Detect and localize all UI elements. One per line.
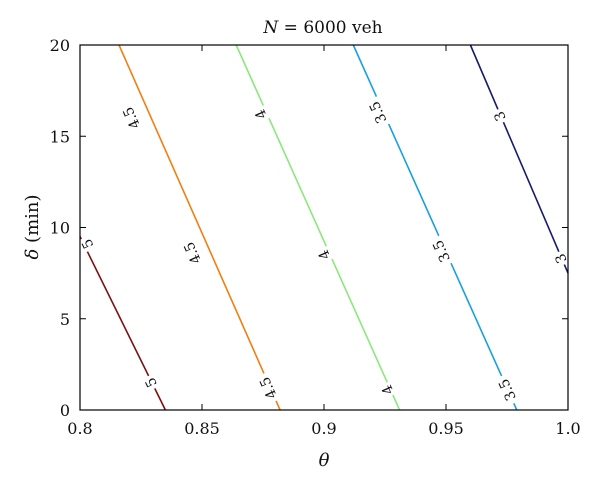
plot-frame: [79, 44, 569, 411]
contour-line-4-5: [118, 44, 281, 411]
contour-label-background: [250, 104, 271, 125]
contour-label-3-1: 3: [550, 248, 571, 269]
y-axis-label-symbol: δ: [22, 249, 43, 260]
x-tick-label: 0.8: [67, 419, 92, 438]
x-tick-label: 1.0: [555, 419, 580, 438]
contour-label-5-0: 5: [77, 234, 98, 254]
x-tick-label: 0.95: [428, 419, 464, 438]
contour-label-3-0: 3: [489, 106, 510, 126]
x-axis-label: θ: [319, 450, 330, 471]
contour-label-background: [313, 245, 335, 265]
contour-label-background: [364, 95, 392, 130]
contour-label-4-5-0: 4.5: [117, 101, 145, 135]
chart-title-variable: N: [262, 18, 279, 38]
contour-label-3-5-2: 3.5: [493, 372, 521, 407]
chart-title-value: = 6000 veh: [278, 18, 382, 38]
contour-label-background: [493, 372, 521, 407]
contour-label-background: [254, 371, 282, 406]
contour-label-background: [77, 234, 98, 254]
contour-label-background: [489, 106, 510, 126]
y-tick-label: 10: [50, 219, 70, 238]
contour-label-background: [550, 248, 571, 269]
plot-area: 5 5 4.5 4.5 4.5 4 4 4 3.5 3.5 3.5 3 3: [77, 44, 571, 411]
chart-title: N = 6000 veh: [262, 18, 382, 38]
contour-label-4-1: 4: [313, 245, 335, 265]
contour-label-3-5-1: 3.5: [427, 234, 455, 269]
x-axis: 0.8 0.85 0.9 0.95 1.0: [67, 45, 581, 438]
contour-line-3: [469, 44, 569, 274]
contour-label-background: [140, 372, 162, 393]
contour-label-5-1: 5: [140, 372, 162, 393]
y-tick-label: 20: [50, 36, 70, 55]
contour-label-4-5-2: 4.5: [254, 371, 282, 406]
contour-label-4-0: 4: [250, 104, 271, 125]
contour-label-4-5-1: 4.5: [178, 236, 206, 271]
y-axis-label-unit: (min): [22, 194, 43, 248]
contour-label-background: [427, 234, 455, 269]
y-tick-label: 0: [60, 401, 70, 420]
y-tick-label: 15: [50, 127, 70, 146]
contour-label-4-2: 4: [377, 380, 398, 400]
contour-label-3-5-0: 3.5: [364, 95, 392, 130]
contour-label-background: [178, 236, 206, 271]
contour-label-background: [117, 101, 145, 135]
y-axis: 0 5 10 15 20: [50, 36, 568, 420]
x-tick-label: 0.85: [184, 419, 220, 438]
contour-label-background: [377, 380, 398, 400]
x-tick-label: 0.9: [311, 419, 336, 438]
y-tick-label: 5: [60, 310, 70, 329]
y-axis-label: δ (min): [22, 194, 43, 259]
